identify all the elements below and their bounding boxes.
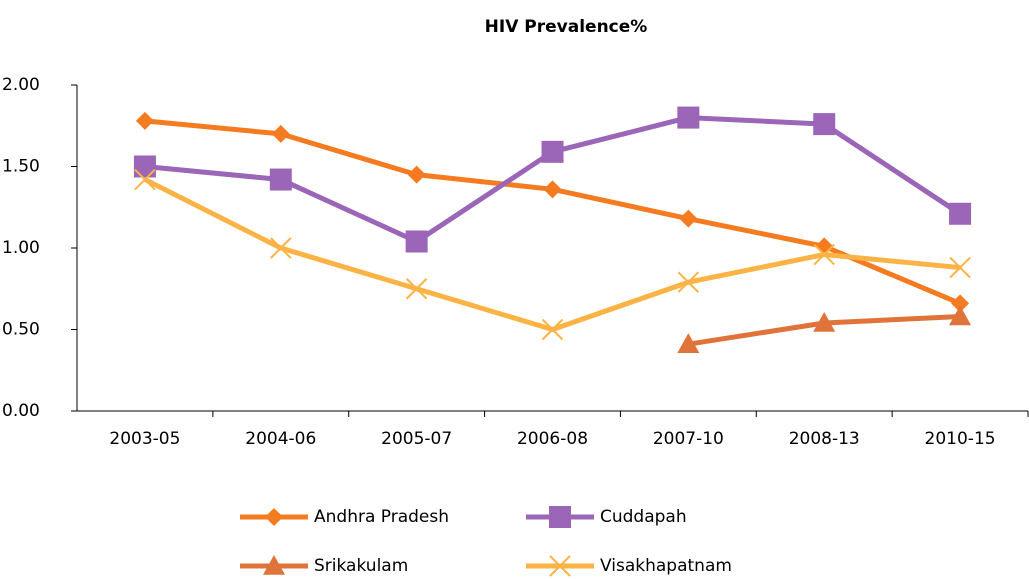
marker bbox=[951, 294, 970, 313]
legend-marker bbox=[265, 508, 283, 526]
y-tick-label: 2.00 bbox=[2, 75, 40, 95]
x-tick-label: 2005-07 bbox=[381, 429, 452, 449]
marker bbox=[677, 333, 700, 353]
legend-label: Visakhapatnam bbox=[600, 556, 732, 576]
x-tick-label: 2010-15 bbox=[925, 429, 996, 449]
x-tick-label: 2007-10 bbox=[653, 429, 724, 449]
marker bbox=[679, 209, 698, 228]
marker bbox=[271, 124, 290, 143]
marker bbox=[677, 106, 700, 129]
y-tick-label: 1.50 bbox=[2, 157, 40, 177]
marker bbox=[405, 230, 428, 253]
marker bbox=[543, 180, 562, 199]
x-tick-label: 2008-13 bbox=[789, 429, 860, 449]
marker bbox=[949, 305, 972, 326]
marker bbox=[541, 318, 564, 341]
chart-title: HIV Prevalence% bbox=[485, 17, 648, 37]
y-tick-label: 1.00 bbox=[2, 238, 40, 258]
legend-label: Srikakulam bbox=[314, 556, 408, 576]
marker bbox=[270, 237, 292, 259]
marker bbox=[133, 155, 156, 178]
x-tick-label: 2004-06 bbox=[245, 429, 316, 449]
marker bbox=[949, 202, 972, 225]
marker bbox=[677, 271, 700, 293]
marker bbox=[813, 311, 836, 332]
marker bbox=[269, 168, 292, 191]
x-tick-label: 2006-08 bbox=[517, 429, 588, 449]
marker bbox=[813, 113, 836, 136]
series-line bbox=[144, 115, 962, 244]
y-tick-label: 0.50 bbox=[2, 320, 40, 340]
marker bbox=[949, 256, 971, 279]
marker bbox=[134, 168, 156, 191]
legend-label: Cuddapah bbox=[600, 507, 687, 527]
y-tick-label: 0.00 bbox=[2, 401, 40, 421]
legend-marker bbox=[263, 555, 285, 575]
marker bbox=[407, 165, 426, 184]
legend-marker bbox=[549, 506, 571, 528]
marker bbox=[813, 243, 835, 266]
legend-marker bbox=[549, 555, 571, 577]
marker bbox=[405, 278, 428, 300]
series-line bbox=[143, 177, 961, 332]
marker bbox=[135, 111, 154, 130]
x-tick-label: 2003-05 bbox=[109, 429, 180, 449]
marker bbox=[541, 140, 564, 163]
legend-label: Andhra Pradesh bbox=[314, 507, 449, 527]
